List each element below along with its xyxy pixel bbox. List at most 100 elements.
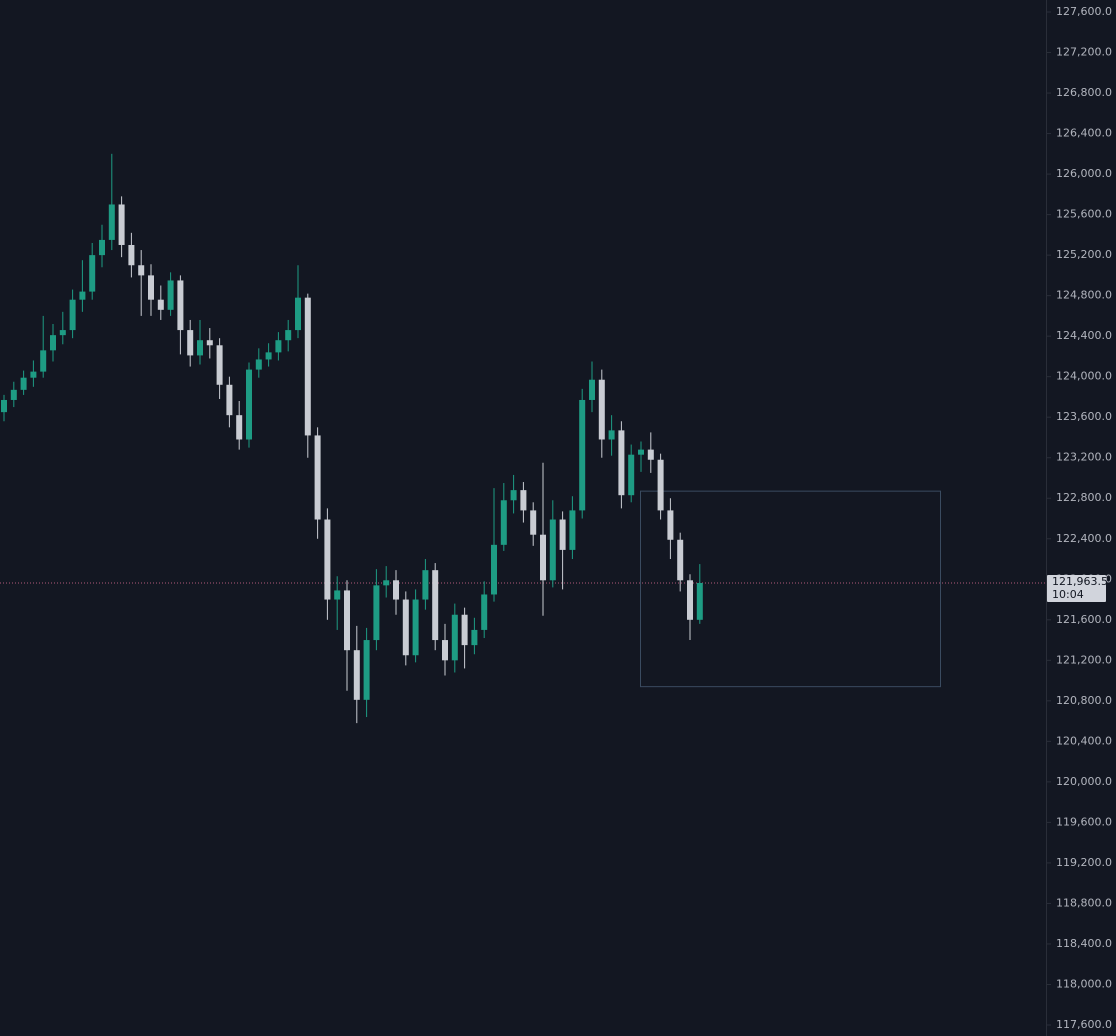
candle-body: [324, 519, 331, 600]
candle-body: [530, 510, 537, 535]
y-tick-label: 127,600.0: [1056, 5, 1112, 18]
last-price-label: 121,963.510:04: [1047, 574, 1108, 602]
y-tick-label: 119,600.0: [1056, 815, 1112, 828]
candle-body: [569, 510, 576, 550]
drawn-rectangle: [640, 490, 941, 688]
y-tick-label: 118,000.0: [1056, 977, 1112, 990]
candle-body: [177, 280, 184, 331]
y-tick-label: 122,400.0: [1056, 532, 1112, 545]
candle-body: [10, 389, 17, 400]
candle-body: [20, 377, 27, 390]
y-tick-label: 124,000.0: [1056, 370, 1112, 383]
candle-body: [353, 650, 360, 700]
candle-body: [540, 534, 546, 581]
candle-body: [657, 459, 664, 511]
candle-body: [402, 599, 409, 656]
candle-body: [30, 371, 37, 378]
candle-body: [363, 640, 370, 700]
candle-body: [471, 629, 478, 646]
candle-body: [157, 299, 164, 310]
candle-body: [216, 345, 223, 385]
countdown-text: 10:04: [1052, 588, 1084, 601]
candle-body: [304, 297, 311, 436]
candle-body: [442, 640, 448, 661]
candle-body: [608, 430, 615, 440]
candle-body: [108, 204, 115, 240]
candle-body: [549, 519, 556, 581]
candle-body: [344, 590, 350, 651]
y-tick-label: 125,600.0: [1056, 208, 1112, 221]
y-tick-label: 120,800.0: [1056, 694, 1112, 707]
y-tick-label: 121,600.0: [1056, 613, 1112, 626]
candle-body: [373, 585, 380, 641]
y-tick-label: 118,400.0: [1056, 937, 1112, 950]
candle-body: [628, 454, 635, 496]
candle-body: [59, 330, 66, 336]
candle-body: [461, 614, 468, 646]
y-tick-label: 126,000.0: [1056, 167, 1112, 180]
y-tick-label: 123,600.0: [1056, 410, 1112, 423]
candle-body: [559, 519, 566, 550]
candle-body: [500, 500, 507, 545]
candle-body: [383, 580, 390, 586]
candle-body: [295, 297, 301, 331]
candle-body: [197, 340, 203, 356]
candle-body: [246, 369, 252, 440]
candle-body: [226, 384, 233, 416]
candle-body: [1, 399, 7, 413]
y-tick-label: 119,200.0: [1056, 856, 1112, 869]
y-tick-label: 117,600.0: [1056, 1018, 1112, 1031]
candle-body: [206, 340, 213, 346]
candle-body: [40, 350, 47, 372]
candle-body: [128, 244, 135, 266]
candle-body: [167, 280, 174, 310]
candle-body: [69, 299, 76, 331]
candle-body: [491, 544, 497, 595]
y-tick-label: 118,800.0: [1056, 896, 1112, 909]
candle-body: [393, 580, 399, 600]
candle-body: [677, 539, 684, 581]
candle-body: [638, 449, 644, 455]
candle-body: [618, 430, 625, 496]
candle-body: [579, 399, 586, 511]
candle-body: [687, 580, 693, 620]
candle-body: [138, 265, 145, 276]
candle-body: [314, 435, 321, 520]
y-tick-label: 127,200.0: [1056, 46, 1112, 59]
y-tick-label: 122,800.0: [1056, 491, 1112, 504]
candle-body: [265, 352, 272, 360]
candle-body: [275, 340, 282, 353]
y-tick-label: 124,800.0: [1056, 289, 1112, 302]
candle-body: [451, 614, 458, 661]
candle-body: [99, 239, 105, 256]
candle-body: [236, 415, 243, 440]
y-tick-label: 121,200.0: [1056, 653, 1112, 666]
y-tick-label: 126,800.0: [1056, 86, 1112, 99]
candle-body: [285, 330, 292, 341]
candle-body: [432, 570, 439, 641]
y-tick-label: 120,000.0: [1056, 775, 1112, 788]
candle-body: [50, 335, 56, 351]
y-tick-label: 120,400.0: [1056, 734, 1112, 747]
candle-body: [118, 204, 125, 245]
candle-body: [148, 275, 154, 300]
candle-body: [667, 510, 674, 540]
candle-body: [696, 582, 703, 620]
candle-body: [510, 490, 517, 501]
last-price-text: 121,963.5: [1052, 575, 1108, 588]
candle-body: [422, 570, 429, 600]
candle-body: [79, 291, 86, 300]
y-tick-label: 125,200.0: [1056, 248, 1112, 261]
y-tick-label: 124,400.0: [1056, 329, 1112, 342]
y-tick-label: 123,200.0: [1056, 451, 1112, 464]
candle-body: [255, 359, 262, 370]
y-tick-label: 126,400.0: [1056, 127, 1112, 140]
candle-body: [481, 594, 488, 630]
candle-body: [520, 490, 527, 511]
candle-body: [89, 255, 96, 292]
last-price-badge: [1047, 574, 1106, 602]
candle-body: [647, 449, 654, 460]
candle-body: [334, 590, 341, 600]
